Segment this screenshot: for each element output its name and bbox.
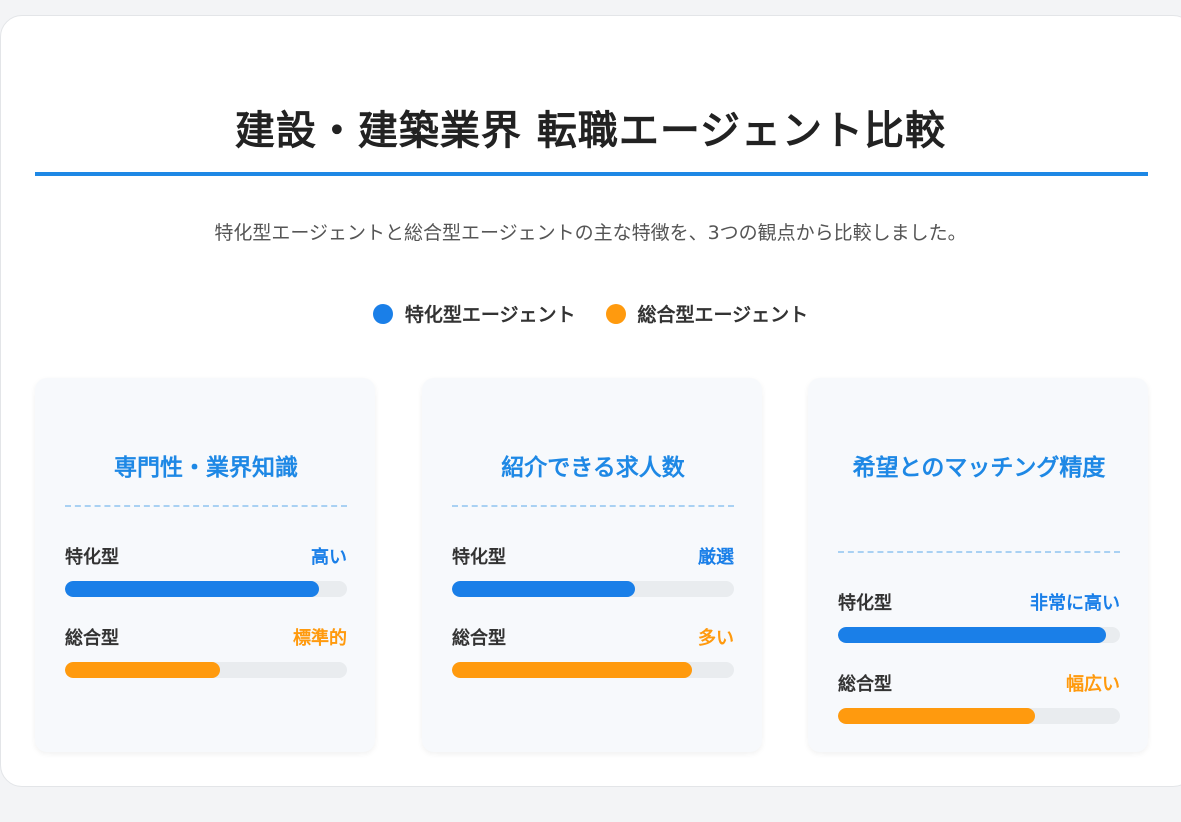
bar-track bbox=[65, 662, 347, 678]
subtitle: 特化型エージェントと総合型エージェントの主な特徴を、3つの観点から比較しました。 bbox=[214, 222, 967, 244]
panel-job-count: 紹介できる求人数特化型 厳選総合型 多い bbox=[422, 378, 762, 752]
bar-track bbox=[452, 662, 734, 678]
bar-label: 総合型 bbox=[452, 628, 506, 649]
panel-title: 専門性・業界知識 bbox=[114, 455, 298, 481]
legend-label-specialized: 特化型エージェント bbox=[404, 304, 576, 326]
bar-value-label: 標準的 bbox=[293, 628, 347, 649]
bar-value-label: 高い bbox=[311, 547, 347, 568]
bar-row-header: 特化型 厳選 bbox=[452, 543, 734, 569]
legend-label-general: 総合型エージェント bbox=[637, 304, 809, 326]
bar-row-specialized: 特化型 非常に高い bbox=[838, 589, 1120, 643]
bar-fill bbox=[65, 662, 221, 678]
bar-value-label: 幅広い bbox=[1066, 674, 1120, 695]
bar-track bbox=[65, 581, 347, 597]
bar-row-general: 総合型 多い bbox=[452, 624, 734, 678]
legend-item-specialized: 特化型エージェント bbox=[372, 300, 576, 327]
legend-swatch-general bbox=[605, 303, 626, 324]
panel-expertise: 専門性・業界知識特化型 高い総合型 標準的 bbox=[35, 378, 375, 752]
bar-row-specialized: 特化型 厳選 bbox=[452, 543, 734, 597]
bar-label: 特化型 bbox=[452, 547, 506, 568]
panel-matching: 希望とのマッチング精度特化型 非常に高い総合型 幅広い bbox=[808, 378, 1148, 752]
title-underline bbox=[35, 172, 1148, 176]
bar-row-header: 総合型 多い bbox=[452, 624, 734, 650]
bar-value-label: 非常に高い bbox=[1030, 593, 1120, 614]
bar-value-label: 厳選 bbox=[698, 547, 734, 568]
panel-divider bbox=[65, 505, 347, 507]
bar-row-header: 特化型 高い bbox=[65, 543, 347, 569]
bar-fill bbox=[65, 581, 319, 597]
legend-item-general: 総合型エージェント bbox=[605, 300, 809, 327]
panel-title: 希望とのマッチング精度 bbox=[852, 455, 1106, 481]
bar-track bbox=[838, 708, 1120, 724]
bar-fill bbox=[838, 708, 1036, 724]
bar-row-general: 総合型 幅広い bbox=[838, 670, 1120, 724]
panel-divider bbox=[452, 505, 734, 507]
bar-label: 総合型 bbox=[838, 674, 892, 695]
panel-divider bbox=[838, 551, 1120, 553]
bar-track bbox=[838, 627, 1120, 643]
panel-title: 紹介できる求人数 bbox=[501, 455, 685, 481]
bar-row-general: 総合型 標準的 bbox=[65, 624, 347, 678]
bar-fill bbox=[838, 627, 1106, 643]
bar-row-specialized: 特化型 高い bbox=[65, 543, 347, 597]
legend: 特化型エージェント 総合型エージェント bbox=[0, 300, 1181, 327]
page-title: 建設・建築業界 転職エージェント比較 bbox=[234, 108, 947, 154]
legend-swatch-specialized bbox=[372, 303, 393, 324]
bar-fill bbox=[452, 662, 692, 678]
bar-row-header: 総合型 幅広い bbox=[838, 670, 1120, 696]
bar-fill bbox=[452, 581, 636, 597]
bar-value-label: 多い bbox=[698, 628, 734, 649]
bar-label: 総合型 bbox=[65, 628, 119, 649]
bar-row-header: 特化型 非常に高い bbox=[838, 589, 1120, 615]
bar-row-header: 総合型 標準的 bbox=[65, 624, 347, 650]
bar-label: 特化型 bbox=[65, 547, 119, 568]
bar-label: 特化型 bbox=[838, 593, 892, 614]
bar-track bbox=[452, 581, 734, 597]
